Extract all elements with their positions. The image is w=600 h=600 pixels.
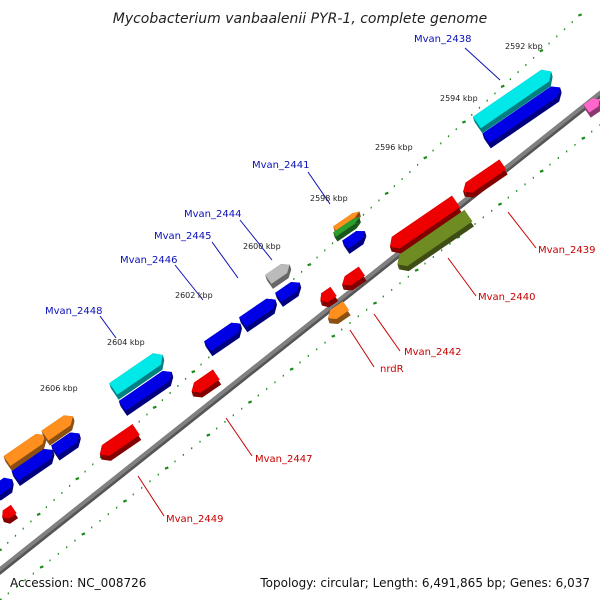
leader-mvan-2438: [464, 47, 501, 81]
reverse-tick-dot: [331, 334, 336, 338]
reverse-tick-dot: [497, 202, 503, 206]
gene-blue-left-a: [11, 448, 53, 481]
forward-tick-dot: [75, 477, 80, 481]
gene-red-left: [2, 504, 17, 519]
forward-tick-dot: [152, 405, 157, 409]
gene-mvan-2443: [342, 231, 365, 249]
gene-label-reverse: Mvan_2439: [538, 245, 595, 256]
reverse-tick-dot: [39, 565, 44, 569]
kbp-tick-label: 2596 kbp: [375, 143, 413, 152]
gene-mvan-2444: [265, 264, 290, 284]
leader-mvan-2440: [447, 257, 477, 297]
leader-mvan-2449: [137, 475, 165, 517]
reverse-tick-dot: [122, 499, 128, 503]
gene-mvan-2442-b: [320, 286, 337, 303]
forward-tick-dot: [461, 120, 467, 124]
leader-mvan-2439: [507, 211, 537, 249]
gene-mvan-2446-b: [204, 322, 241, 352]
reverse-tick-dot: [289, 367, 294, 371]
tick-dots: [0, 13, 600, 600]
gene-label-forward: Mvan_2438: [414, 34, 471, 45]
map-title: Mycobacterium vanbaalenii PYR-1, complet…: [113, 11, 488, 27]
leader-mvan-2447: [225, 417, 253, 457]
kbp-tick-label: 2604 kbp: [107, 338, 145, 347]
gene-mvan-2449: [99, 424, 140, 456]
reverse-tick-dot: [81, 532, 86, 536]
leader-mvan-2448: [99, 315, 117, 339]
forward-tick-dot: [36, 512, 41, 516]
backbone-line: [0, 90, 600, 572]
gene-label-reverse: Mvan_2449: [166, 514, 223, 525]
gene-pink-right: [583, 98, 600, 113]
gene-label-reverse: Mvan_2440: [478, 292, 535, 303]
leader-mvan-2441: [307, 171, 331, 205]
gene-mvan-2441-a: [333, 211, 360, 231]
forward-tick-dot: [307, 263, 312, 267]
genome-summary: Topology: circular; Length: 6,491,865 bp…: [260, 576, 590, 590]
gene-blue-left-c: [0, 477, 13, 496]
gene-mvan-2446-a: [239, 298, 276, 328]
gene-mvan-2440: [397, 209, 473, 267]
gene-mvan-2445: [275, 282, 300, 302]
reverse-tick-dot: [247, 400, 253, 404]
reverse-tick-dot: [206, 433, 211, 437]
gene-labels: Mvan_2438 Mvan_2441 Mvan_2444 Mvan_2445 Mvan…: [45, 34, 595, 525]
forward-tick-dot: [384, 191, 389, 195]
gene-label-forward: Mvan_2446: [120, 255, 177, 266]
reverse-tick-dot: [414, 268, 419, 272]
leader-mvan-2446: [174, 264, 204, 301]
reverse-tick-dot: [539, 169, 544, 173]
gene-mvan-2443-shadow: [343, 236, 367, 254]
leader-nrdr: [349, 329, 375, 368]
gene-orange-left-a: [3, 433, 45, 466]
forward-tick-dot: [500, 84, 505, 88]
reverse-tick-dot: [581, 136, 586, 140]
gene-label-reverse: nrdR: [380, 364, 404, 375]
accession-label: Accession: NC_008726: [10, 576, 147, 590]
reverse-tick-dot: [372, 301, 378, 305]
kbp-tick-label: 2598 kbp: [310, 194, 348, 203]
kbp-tick-labels: 2592 kbp 2594 kbp 2596 kbp 2598 kbp 2600 kbp…: [40, 42, 543, 393]
kbp-tick-label: 2594 kbp: [440, 94, 478, 103]
gene-mvan-2448-b: [118, 371, 172, 411]
kbp-tick-label: 2602 kbp: [175, 291, 213, 300]
forward-tick-dot: [577, 13, 583, 17]
gene-orange-left-b: [41, 415, 74, 441]
gene-label-forward: Mvan_2444: [184, 209, 241, 220]
gene-label-forward: Mvan_2441: [252, 160, 309, 171]
gene-blue-left-b: [51, 432, 80, 456]
gene-label-reverse: Mvan_2442: [404, 347, 461, 358]
kbp-tick-label: 2592 kbp: [505, 42, 543, 51]
gene-mvan-2441-b: [333, 217, 360, 237]
gene-mvan-2442: [342, 266, 366, 286]
leader-mvan-2445: [211, 241, 239, 279]
gene-mvan-2438: [472, 69, 552, 129]
gene-mvan-2448: [109, 353, 163, 395]
gene-features: [0, 69, 600, 524]
forward-tick-dot: [423, 156, 428, 160]
gene-mvan-2447: [191, 369, 220, 393]
forward-tick-dot: [191, 370, 196, 374]
gene-label-forward: Mvan_2448: [45, 306, 102, 317]
gene-mvan-2439-b: [390, 195, 460, 249]
leader-mvan-2444: [239, 219, 273, 261]
reverse-tick-dot: [164, 466, 169, 470]
forward-tick-dot: [0, 548, 3, 552]
gene-mvan-2437: [482, 86, 561, 144]
label-leaders: [99, 47, 537, 517]
gene-label-reverse: Mvan_2447: [255, 454, 312, 465]
kbp-tick-label: 2600 kbp: [243, 242, 281, 251]
gene-nrdr: [327, 301, 350, 320]
gene-mvan-2441-b-shadow: [334, 222, 361, 242]
backbone: [0, 90, 600, 575]
leader-mvan-2442: [373, 313, 401, 352]
forward-tick-dot: [539, 49, 544, 53]
gene-mvan-2439: [463, 159, 507, 193]
kbp-tick-label: 2606 kbp: [40, 384, 78, 393]
gene-label-forward: Mvan_2445: [154, 231, 211, 242]
